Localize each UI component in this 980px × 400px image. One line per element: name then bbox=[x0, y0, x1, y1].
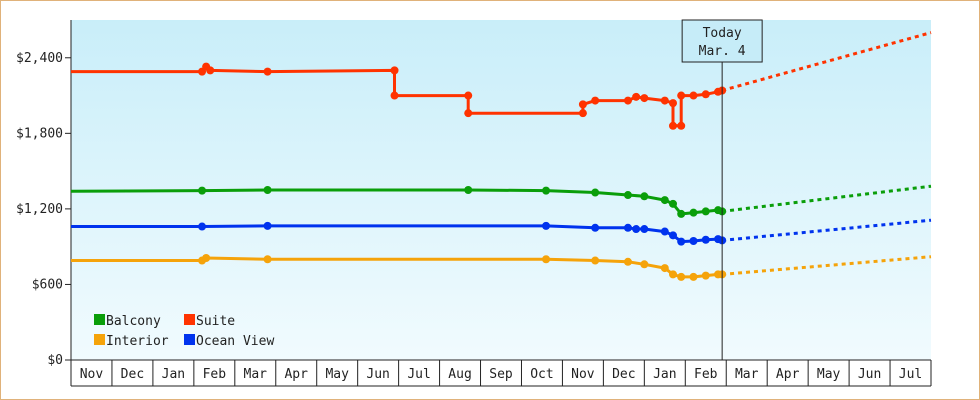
data-point-interior bbox=[689, 272, 698, 281]
x-tick-label: Jun bbox=[366, 367, 389, 382]
x-tick-label: Mar bbox=[244, 367, 268, 382]
x-tick-label: Sep bbox=[489, 367, 513, 382]
data-point-interior bbox=[263, 255, 272, 264]
data-point-ocean-view bbox=[689, 237, 698, 245]
data-point-interior bbox=[591, 256, 600, 265]
data-point-suite bbox=[677, 121, 686, 130]
data-point-interior bbox=[660, 264, 669, 273]
forecast-line-balcony bbox=[721, 184, 932, 213]
data-point-suite bbox=[669, 99, 677, 108]
y-tick-label: $1,800 bbox=[16, 126, 63, 141]
x-tick-label: Jan bbox=[653, 367, 676, 382]
x-tick-label: Feb bbox=[694, 367, 718, 382]
x-tick-label: Dec bbox=[121, 367, 144, 382]
data-point-balcony bbox=[701, 207, 710, 216]
data-point-interior bbox=[701, 271, 710, 280]
data-point-suite bbox=[677, 91, 686, 100]
x-tick-label: Feb bbox=[203, 367, 227, 382]
data-point-suite bbox=[660, 96, 669, 105]
legend-swatch-suite bbox=[184, 314, 195, 325]
data-point-ocean-view bbox=[660, 227, 669, 236]
x-tick-label: Jul bbox=[407, 367, 430, 382]
data-point-balcony bbox=[198, 186, 207, 195]
data-point-interior bbox=[640, 260, 649, 269]
data-point-suite bbox=[464, 91, 473, 100]
x-tick-label: May bbox=[325, 367, 349, 382]
legend-label-ocean-view: Ocean View bbox=[196, 334, 274, 349]
legend-swatch-ocean-view bbox=[184, 334, 195, 345]
data-point-suite bbox=[640, 94, 649, 103]
data-point-balcony bbox=[591, 188, 600, 197]
data-point-balcony bbox=[623, 191, 632, 200]
today-label-date: Mar. 4 bbox=[699, 44, 746, 59]
x-tick-label: Nov bbox=[80, 367, 104, 382]
data-point-interior bbox=[202, 254, 211, 262]
today-label-box bbox=[681, 19, 763, 63]
data-point-interior bbox=[542, 255, 551, 264]
x-tick-label: Aug bbox=[448, 367, 471, 382]
legend-label-interior: Interior bbox=[106, 334, 169, 349]
forecast-line-ocean-view bbox=[721, 218, 932, 242]
x-tick-label: Apr bbox=[776, 367, 800, 382]
data-point-ocean-view bbox=[632, 225, 641, 234]
data-point-suite bbox=[578, 100, 587, 109]
data-point-balcony bbox=[263, 186, 272, 194]
x-tick-label: Nov bbox=[571, 367, 595, 382]
data-point-interior bbox=[677, 272, 686, 281]
data-point-suite bbox=[578, 109, 587, 118]
today-label-title: Today bbox=[703, 26, 742, 41]
data-point-ocean-view bbox=[623, 223, 632, 232]
data-point-suite bbox=[390, 66, 399, 75]
data-point-balcony bbox=[677, 209, 686, 218]
data-point-suite bbox=[669, 121, 677, 130]
x-tick-label: Jan bbox=[162, 367, 185, 382]
legend-swatch-interior bbox=[94, 334, 105, 345]
legend-label-balcony: Balcony bbox=[106, 314, 161, 329]
data-point-balcony bbox=[542, 186, 551, 195]
data-point-interior bbox=[623, 257, 632, 266]
y-tick-label: $0 bbox=[47, 353, 63, 368]
legend-label-suite: Suite bbox=[196, 314, 235, 329]
data-point-suite bbox=[689, 91, 698, 100]
x-tick-label: Apr bbox=[284, 367, 308, 382]
data-point-suite bbox=[701, 90, 710, 99]
data-point-suite bbox=[623, 96, 632, 105]
x-tick-label: Oct bbox=[530, 367, 553, 382]
x-tick-label: Jul bbox=[899, 367, 922, 382]
legend-swatch-balcony bbox=[94, 314, 105, 325]
data-point-ocean-view bbox=[701, 235, 710, 244]
data-point-ocean-view bbox=[263, 221, 272, 230]
data-point-balcony bbox=[660, 196, 669, 205]
forecast-line-interior bbox=[721, 255, 932, 276]
data-point-balcony bbox=[464, 186, 473, 194]
data-point-suite bbox=[263, 67, 272, 76]
data-point-ocean-view bbox=[198, 222, 207, 231]
y-tick-label: $1,200 bbox=[16, 202, 63, 217]
y-tick-label: $2,400 bbox=[16, 51, 63, 66]
data-point-ocean-view bbox=[640, 225, 649, 234]
data-point-balcony bbox=[689, 208, 698, 217]
data-point-balcony bbox=[669, 199, 677, 208]
x-tick-label: Mar bbox=[735, 367, 759, 382]
data-point-ocean-view bbox=[591, 223, 600, 232]
data-point-ocean-view bbox=[677, 237, 686, 246]
data-point-suite bbox=[206, 66, 215, 75]
data-point-ocean-view bbox=[669, 231, 677, 240]
y-tick-label: $600 bbox=[32, 277, 63, 292]
x-tick-label: May bbox=[817, 367, 841, 382]
data-point-balcony bbox=[640, 192, 649, 201]
data-point-suite bbox=[591, 96, 600, 105]
x-tick-label: Dec bbox=[612, 367, 635, 382]
data-point-suite bbox=[390, 91, 399, 100]
x-tick-label: Jun bbox=[858, 367, 881, 382]
data-point-interior bbox=[669, 270, 677, 279]
data-point-suite bbox=[632, 92, 641, 101]
data-point-ocean-view bbox=[542, 221, 551, 230]
data-point-suite bbox=[464, 109, 473, 118]
